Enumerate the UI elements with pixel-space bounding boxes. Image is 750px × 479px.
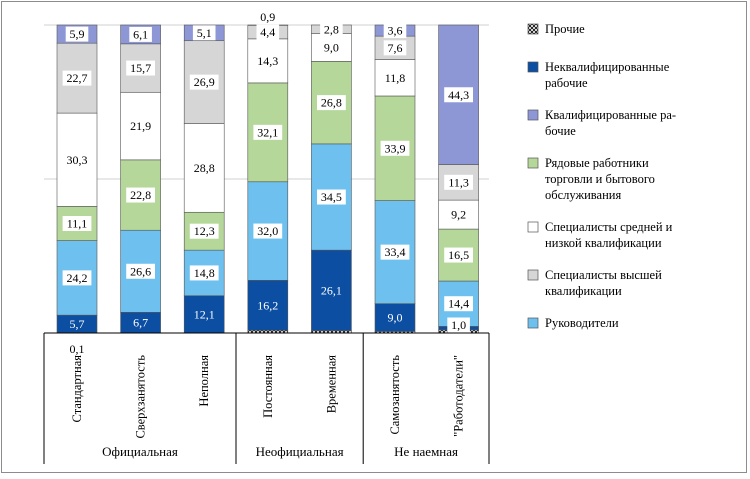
data-label-неполная-специалисты-высшей-квалификации: 26,9	[194, 75, 215, 89]
data-label-самозанятость-специалисты-высшей-квалификации: 7,6	[388, 41, 403, 55]
data-label-стандартная-прочие: 0,1	[70, 342, 85, 356]
legend-item-неквалифицированные-рабочие: Неквалифицированные рабочие	[528, 60, 670, 90]
legend: Прочие Неквалифицированные рабочие Квалифиц…	[528, 22, 676, 330]
legend-item-квалифицированные-рабочие: Квалифицированные ра-бочие	[528, 108, 676, 138]
data-label-стандартная-специалисты-средней-и-низкой-квалификации: 30,3	[67, 153, 88, 167]
legend-swatch-специалисты-высшей-квалификации	[528, 270, 538, 280]
data-label-неполная-рядовые-работники-торговли-и-бытового-обслуживания: 12,3	[194, 224, 215, 238]
data-label-стандартная-руководители: 24,2	[67, 271, 88, 285]
data-label-работодатели-руководители: 14,4	[448, 297, 469, 311]
legend-label-рядовые-работники-торговли-и-бытового-обслуживания-0: Рядовые работники	[545, 156, 649, 170]
data-label-стандартная-специалисты-высшей-квалификации: 22,7	[67, 71, 88, 85]
category-label-временная: Временная	[324, 355, 338, 414]
category-label-неполная: Неполная	[197, 355, 211, 407]
group-label-официальная: Официальная	[102, 444, 178, 459]
group-label-неофициальная: Неофициальная	[256, 444, 344, 459]
data-label-самозанятость-квалифицированные-рабочие: 3,6	[388, 24, 403, 38]
legend-item-специалисты-высшей-квалификации: Специалисты высшей квалификации	[528, 268, 662, 298]
data-label-постоянная-специалисты-высшей-квалификации: 4,4	[260, 25, 275, 39]
data-label-постоянная-руководители: 32,0	[257, 224, 278, 238]
legend-item-руководители: Руководители	[528, 316, 619, 330]
legend-swatch-рядовые-работники-торговли-и-бытового-обслуживания	[528, 158, 538, 168]
legend-label-прочие-0: Прочие	[545, 22, 585, 36]
category-label-постоянная: Постоянная	[261, 355, 275, 418]
legend-label-специалисты-средней-и-низкой-квалификации-1: низкой квалификации	[545, 236, 662, 250]
data-label-работодатели-рядовые-работники-торговли-и-бытового-обслуживания: 16,5	[448, 248, 469, 262]
data-label-сверхзанятость-специалисты-средней-и-низкой-квалификации: 21,9	[130, 119, 151, 133]
legend-item-специалисты-средней-и-низкой-квалификации: Специалисты средней и низкой квалификации	[528, 220, 673, 250]
data-label-постоянная-неквалифицированные-рабочие: 16,2	[257, 298, 278, 312]
data-label-временная-неквалифицированные-рабочие: 26,1	[321, 283, 342, 297]
data-label-самозанятость-рядовые-работники-торговли-и-бытового-обслуживания: 33,9	[385, 141, 406, 155]
data-label-временная-специалисты-высшей-квалификации: 2,8	[324, 22, 339, 36]
category-label-самозанятость: Самозанятость	[388, 355, 402, 435]
legend-label-рядовые-работники-торговли-и-бытового-обслуживания-2: обслуживания	[545, 188, 621, 202]
data-label-временная-руководители: 34,5	[321, 190, 342, 204]
data-label-сверхзанятость-специалисты-высшей-квалификации: 15,7	[130, 61, 151, 75]
data-label-сверхзанятость-неквалифицированные-рабочие: 6,7	[133, 316, 148, 330]
data-label-сверхзанятость-квалифицированные-рабочие: 6,1	[133, 27, 148, 41]
legend-label-специалисты-высшей-квалификации-1: квалификации	[545, 284, 622, 298]
legend-label-рядовые-работники-торговли-и-бытового-обслуживания-1: торговли и бытового	[545, 172, 655, 186]
data-label-постоянная-специалисты-средней-и-низкой-квалификации: 14,3	[257, 54, 278, 68]
legend-label-специалисты-средней-и-низкой-квалификации-0: Специалисты средней и	[545, 220, 673, 234]
data-label-самозанятость-специалисты-средней-и-низкой-квалификации: 11,8	[385, 71, 406, 85]
legend-label-специалисты-высшей-квалификации-0: Специалисты высшей	[545, 268, 662, 282]
legend-swatch-прочие	[528, 24, 538, 34]
data-label-постоянная-рядовые-работники-торговли-и-бытового-обслуживания: 32,1	[257, 125, 278, 139]
legend-swatch-руководители	[528, 318, 538, 328]
data-label-постоянная-прочие: 0,9	[260, 10, 275, 24]
legend-swatch-специалисты-средней-и-низкой-квалификации	[528, 222, 538, 232]
data-label-самозанятость-неквалифицированные-рабочие: 9,0	[388, 311, 403, 325]
group-label-не-наемная: Не наемная	[394, 444, 458, 459]
data-label-работодатели-специалисты-высшей-квалификации: 11,3	[448, 175, 469, 189]
legend-label-неквалифицированные-рабочие-0: Неквалифицированные	[545, 60, 670, 74]
category-label-стандартная: Стандартная	[70, 355, 84, 423]
data-label-стандартная-рядовые-работники-торговли-и-бытового-обслуживания: 11,1	[67, 217, 88, 231]
legend-item-рядовые-работники-торговли-и-бытового-обслуживания: Рядовые работники торговли и бытового обсл…	[528, 156, 655, 202]
data-label-неполная-неквалифицированные-рабочие: 12,1	[194, 307, 215, 321]
data-label-неполная-специалисты-средней-и-низкой-квалификации: 28,8	[194, 161, 215, 175]
data-label-работодатели-квалифицированные-рабочие: 44,3	[448, 88, 469, 102]
data-label-временная-рядовые-работники-торговли-и-бытового-обслуживания: 26,8	[321, 96, 342, 110]
legend-label-руководители-0: Руководители	[545, 316, 619, 330]
data-label-работодатели-прочие: 1,0	[451, 318, 466, 332]
data-label-стандартная-неквалифицированные-рабочие: 5,7	[70, 317, 85, 331]
legend-swatch-квалифицированные-рабочие	[528, 110, 538, 120]
data-label-сверхзанятость-руководители: 26,6	[130, 264, 151, 278]
legend-label-неквалифицированные-рабочие-1: рабочие	[545, 76, 588, 90]
data-label-сверхзанятость-рядовые-работники-торговли-и-бытового-обслуживания: 22,8	[130, 188, 151, 202]
category-label-сверхзанятость: Сверхзанятость	[134, 355, 148, 439]
category-axis: Стандартная Сверхзанятость Неполная Постоян…	[44, 333, 489, 464]
data-label-работодатели-специалисты-средней-и-низкой-квалификации: 9,2	[451, 208, 466, 222]
legend-swatch-неквалифицированные-рабочие	[528, 62, 538, 72]
data-label-неполная-руководители: 14,8	[194, 266, 215, 280]
legend-item-прочие: Прочие	[528, 22, 585, 36]
legend-label-квалифицированные-рабочие-0: Квалифицированные ра-	[545, 108, 676, 122]
data-label-временная-специалисты-средней-и-низкой-квалификации: 9,0	[324, 40, 339, 54]
category-label-работодатели: "Работодатели"	[452, 355, 466, 437]
data-label-стандартная-квалифицированные-рабочие: 5,9	[70, 27, 85, 41]
data-label-неполная-квалифицированные-рабочие: 5,1	[197, 26, 212, 40]
data-label-самозанятость-руководители: 33,4	[385, 245, 406, 259]
legend-label-квалифицированные-рабочие-1: бочие	[545, 124, 576, 138]
